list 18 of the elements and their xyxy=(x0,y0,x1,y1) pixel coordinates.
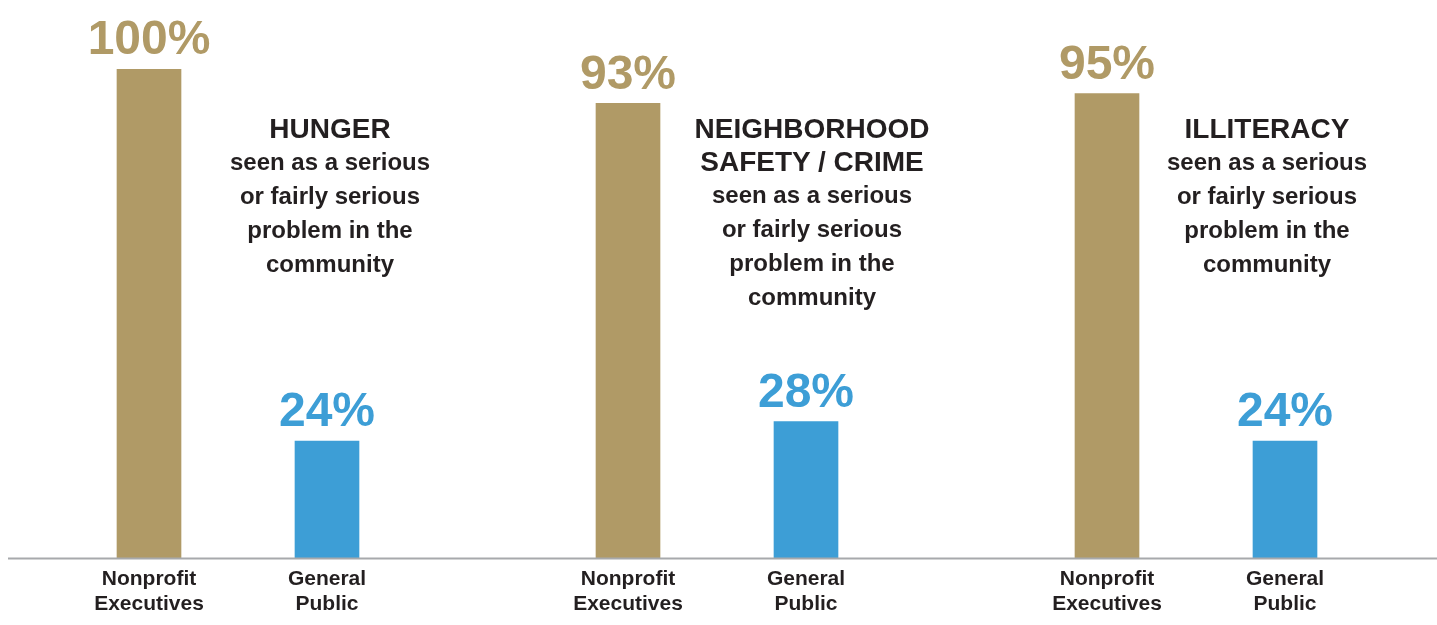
text: seen as a serious or fairly serious problem in the community xyxy=(1165,147,1369,279)
text: NEIGHBORHOOD SAFETY / CRIME xyxy=(693,112,931,178)
data-label: 93% xyxy=(579,45,677,99)
text: HUNGER xyxy=(268,112,392,145)
text: seen as a serious or fairly serious problem in the community xyxy=(228,147,432,279)
data-label: 24% xyxy=(278,383,376,437)
x-tick-label: Nonprofit Executives xyxy=(1052,566,1162,615)
x-tick-label: Nonprofit Executives xyxy=(94,566,204,615)
data-label: 28% xyxy=(757,363,855,417)
data-label: 24% xyxy=(1236,383,1334,437)
text: seen as a serious or fairly serious problem in the community xyxy=(710,180,914,312)
data-label: 100% xyxy=(87,11,211,65)
data-label: 95% xyxy=(1058,35,1156,89)
x-tick-label: General Public xyxy=(1245,566,1325,615)
x-tick-label: Nonprofit Executives xyxy=(573,566,683,615)
x-tick-label: General Public xyxy=(766,566,846,615)
text: ILLITERACY xyxy=(1183,112,1351,145)
x-tick-label: General Public xyxy=(287,566,367,615)
